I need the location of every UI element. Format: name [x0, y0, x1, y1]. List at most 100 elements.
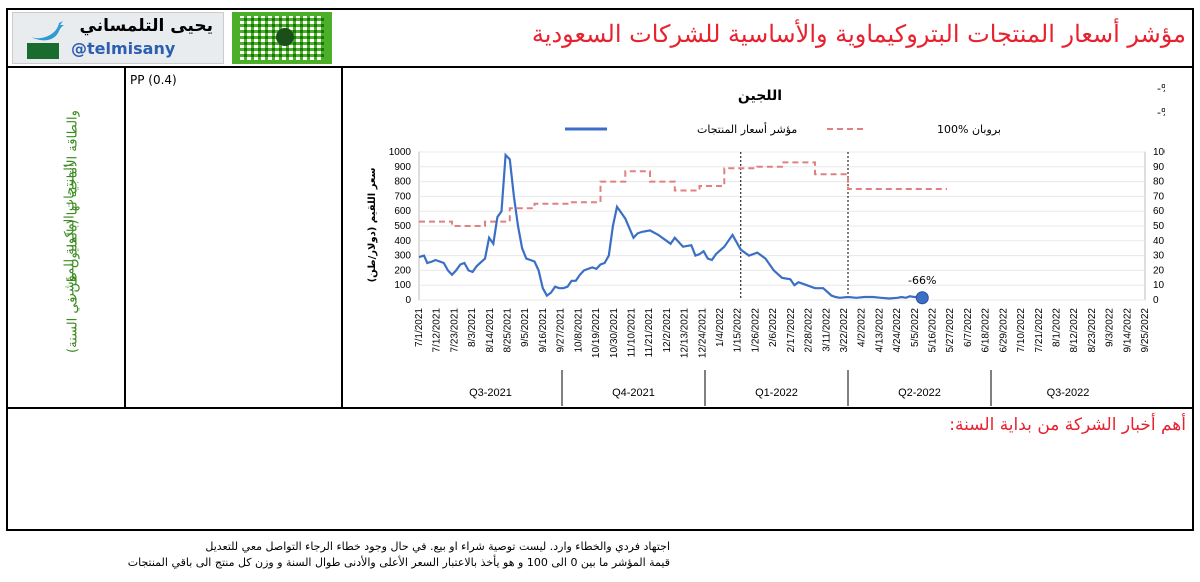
- x-tick-label: 11/10/2021: [626, 308, 637, 358]
- product-code: PP (0.4): [130, 73, 177, 87]
- x-tick-label: 1/15/2022: [733, 308, 744, 353]
- x-tick-label: 7/12/2021: [432, 308, 443, 353]
- x-tick-label: 6/18/2022: [981, 308, 992, 353]
- x-tick-label: 9/14/2022: [1122, 308, 1133, 353]
- x-tick-label: 8/14/2021: [485, 308, 496, 353]
- x-tick-label: 10/30/2021: [609, 308, 620, 358]
- y-axis-ticks: 0 100 200 300 400 500 600 700 800 900 1000: [389, 147, 412, 306]
- x-tick-label: 9/16/2021: [538, 308, 549, 353]
- x-tick-label: 12/13/2021: [680, 308, 691, 358]
- footer-disclaimer: اجتهاد فردي والخطاء وارد. ليست توصية شرا…: [205, 540, 670, 553]
- twitter-bird-icon: [31, 21, 64, 41]
- y2-tick-label: 30: [1153, 251, 1165, 262]
- news-title: أهم أخبار الشركة من بداية السنة:: [949, 415, 1186, 435]
- y-tick-label: 500: [394, 221, 411, 232]
- qr-code-icon: [232, 12, 332, 64]
- change-annotation: -66%: [908, 274, 936, 287]
- x-tick-label: 7/21/2022: [1034, 308, 1045, 353]
- y2-tick-label: 0: [1153, 295, 1159, 306]
- chart-divider: [6, 407, 1194, 409]
- y2-tick-label: 80: [1153, 177, 1165, 188]
- y-axis-label: سعر اللقيم (دولار/طن): [367, 167, 378, 282]
- y2-tick-label: 50: [1153, 221, 1165, 232]
- quarter-dividers: [740, 152, 849, 300]
- twitter-name: يحيى التلمساني: [79, 16, 213, 36]
- twitter-badge[interactable]: يحيى التلمساني @telmisany: [12, 12, 224, 64]
- price-chart: اللجين التغيير عن الربع السابق 66%- التغ…: [367, 82, 1165, 406]
- x-tick-label: 8/12/2022: [1069, 308, 1080, 353]
- x-tick-label: 1/26/2022: [750, 308, 761, 353]
- x-tick-label: 10/19/2021: [591, 308, 602, 358]
- x-tick-label: 10/8/2021: [573, 308, 584, 353]
- side-caption: المنتجات المكونة للمؤشر والطاقة الأنتاجي…: [30, 84, 110, 384]
- quarter-label: Q2-2022: [898, 387, 941, 399]
- x-tick-label: 6/29/2022: [998, 308, 1009, 353]
- y2-tick-label: 20: [1153, 265, 1165, 276]
- y-tick-label: 800: [394, 177, 411, 188]
- header-divider: [6, 66, 1194, 68]
- col-divider-2: [341, 66, 343, 408]
- x-tick-label: 12/2/2021: [662, 308, 673, 353]
- y2-tick-label: 90: [1153, 162, 1165, 173]
- x-tick-label: 6/7/2022: [963, 308, 974, 347]
- x-tick-label: 9/3/2022: [1105, 308, 1116, 347]
- y-tick-label: 300: [394, 251, 411, 262]
- x-tick-label: 11/21/2021: [644, 308, 655, 358]
- chart-title: اللجين: [738, 88, 782, 104]
- quarter-label: Q1-2022: [755, 387, 798, 399]
- brand-flag-icon: [27, 43, 59, 59]
- legend-propane-label: بروبان %100: [937, 123, 1001, 136]
- y-tick-label: 0: [405, 295, 411, 306]
- y-tick-label: 900: [394, 162, 411, 173]
- x-tick-label: 3/11/2022: [821, 308, 832, 352]
- x-tick-label: 4/13/2022: [874, 308, 885, 353]
- y-tick-label: 1000: [389, 147, 412, 158]
- x-axis-ticks: 7/1/2021 7/12/2021 7/23/2021 8/3/2021 8/14/2…: [414, 308, 1151, 358]
- x-tick-label: 7/23/2021: [449, 308, 460, 353]
- y2-tick-label: 100: [1153, 147, 1165, 158]
- x-tick-label: 1/4/2022: [715, 308, 726, 347]
- col-divider-1: [124, 66, 126, 408]
- x-tick-label: 4/24/2022: [892, 308, 903, 353]
- x-tick-label: 5/16/2022: [928, 308, 939, 353]
- last-point-marker: [915, 291, 929, 305]
- x-tick-label: 5/27/2022: [945, 308, 956, 353]
- x-tick-label: 2/6/2022: [768, 308, 779, 347]
- propane-series-line: [419, 161, 947, 227]
- x-tick-label: 7/10/2022: [1016, 308, 1027, 353]
- twitter-handle: @telmisany: [71, 39, 176, 58]
- x-tick-label: 8/1/2022: [1051, 308, 1062, 347]
- x-tick-label: 9/27/2021: [556, 308, 567, 353]
- outer-frame: [6, 8, 1194, 531]
- quarter-labels: Q3-2021 Q4-2021 Q1-2022 Q2-2022 Q3-2022: [469, 370, 1089, 406]
- price-index-series-line: [418, 152, 923, 300]
- x-tick-label: 7/1/2021: [414, 308, 425, 347]
- x-tick-label: 4/2/2022: [857, 308, 868, 347]
- y2-tick-label: 40: [1153, 236, 1165, 247]
- x-tick-label: 8/3/2021: [467, 308, 478, 347]
- legend-price-label: مؤشر أسعار المنتجات: [697, 122, 797, 136]
- x-tick-label: 2/17/2022: [786, 308, 797, 353]
- y2-axis-ticks: 0 10 20 30 40 50 60 70 80 90 100: [1153, 147, 1165, 306]
- footer-note: قيمة المؤشر ما بين 0 الى 100 و هو يأخذ ب…: [127, 556, 670, 569]
- side-caption-line2: والطاقة الأنتاجية لها (بالمليون طن في ال…: [65, 110, 81, 353]
- x-tick-label: 2/28/2022: [804, 308, 815, 353]
- y2-tick-label: 10: [1153, 280, 1165, 291]
- chart-note-2: التغيير عن الربع المماثل 52%-: [1157, 106, 1165, 119]
- y-tick-label: 100: [394, 280, 411, 291]
- x-tick-label: 9/25/2022: [1140, 308, 1151, 353]
- y-tick-label: 200: [394, 265, 411, 276]
- x-tick-label: 8/25/2021: [503, 308, 514, 353]
- y-tick-label: 400: [394, 236, 411, 247]
- quarter-label: Q4-2021: [612, 387, 655, 399]
- page-title: مؤشر أسعار المنتجات البتروكيماوية والأسا…: [531, 20, 1186, 48]
- y-tick-label: 600: [394, 206, 411, 217]
- quarter-label: Q3-2022: [1047, 387, 1090, 399]
- y2-tick-label: 60: [1153, 206, 1165, 217]
- x-tick-label: 8/23/2022: [1087, 308, 1098, 353]
- legend: مؤشر أسعار المنتجات بروبان %100: [565, 122, 1001, 136]
- x-tick-label: 12/24/2021: [697, 308, 708, 358]
- chart-note-1: التغيير عن الربع السابق 66%-: [1157, 82, 1165, 96]
- y-tick-label: 700: [394, 191, 411, 202]
- x-tick-label: 3/22/2022: [839, 308, 850, 353]
